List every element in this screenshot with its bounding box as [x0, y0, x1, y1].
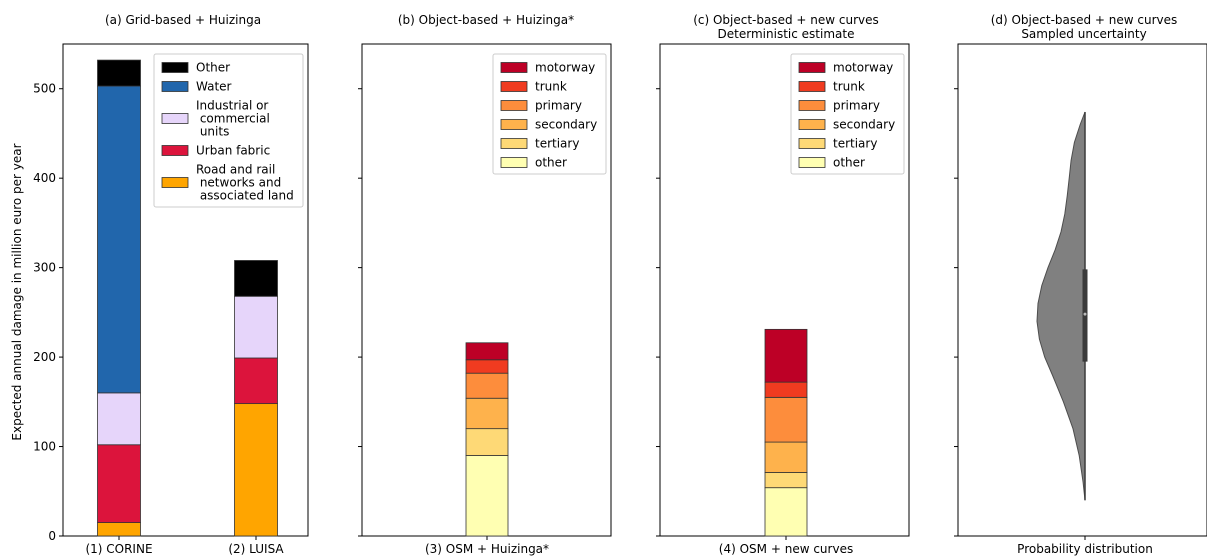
category-label-osm-new-curves: (4) OSM + new curves	[719, 542, 853, 556]
bar-3-osm-huizinga-secondary	[465, 397, 509, 430]
category-label-probability: Probability distribution	[1017, 542, 1153, 556]
legend-swatch-motorway	[798, 62, 826, 73]
bar-3-osm-huizinga-tertiary	[465, 428, 509, 456]
panel-frame-1	[62, 43, 309, 537]
legend-panel-2: motorway trunk primary secondary tertiary oth…	[492, 53, 607, 175]
bar-4-osm-new-curves-trunk	[764, 381, 808, 398]
bar-3-osm-huizinga-motorway	[465, 342, 509, 361]
legend-label-secondary: secondary	[535, 118, 597, 132]
legend-label-other: other	[833, 156, 865, 170]
category-label-osm-huizinga: (3) OSM + Huizinga*	[425, 542, 549, 556]
panel-frame-4	[957, 43, 1207, 537]
bar-3-osm-huizinga-primary	[465, 372, 509, 399]
legend-label-motorway: motorway	[535, 61, 595, 75]
legend-swatch-other	[500, 157, 528, 168]
category-label-corine: (1) CORINE	[85, 542, 152, 556]
legend-swatch-motorway	[500, 62, 528, 73]
legend-swatch-water	[161, 81, 189, 92]
legend-label-urban-fabric: Urban fabric	[196, 144, 270, 158]
legend-box	[153, 53, 304, 208]
legend-swatch-primary	[500, 100, 528, 111]
bar-2-luisa-urban-fabric	[234, 357, 278, 405]
legend-label-primary: primary	[833, 99, 880, 113]
category-label-luisa: (2) LUISA	[228, 542, 284, 556]
legend-swatch-other	[798, 157, 826, 168]
panel-a-title: (a) Grid-based + Huizinga	[105, 13, 261, 27]
panel-d-subtitle: Sampled uncertainty	[1021, 27, 1146, 41]
bar-2-luisa-road-and-rail-networks-and-associated-land	[234, 403, 278, 537]
bar-4-osm-new-curves-tertiary	[764, 472, 808, 489]
legend-label-trunk: trunk	[833, 80, 865, 94]
legend-swatch-other	[161, 62, 189, 73]
legend-swatch-industrial-or-commercial-units	[161, 113, 189, 124]
y-tick-label-300: 300	[33, 261, 56, 275]
legend-label-other: Other	[196, 61, 230, 75]
bar-1-corine-other	[97, 59, 141, 87]
bar-4-osm-new-curves-secondary	[764, 441, 808, 473]
legend-swatch-primary	[798, 100, 826, 111]
violin-median-marker	[1083, 312, 1087, 316]
panel-c-subtitle: Deterministic estimate	[718, 27, 855, 41]
legend-label-tertiary: tertiary	[833, 137, 877, 151]
legend-swatch-tertiary	[798, 138, 826, 149]
legend-label-secondary: secondary	[833, 118, 895, 132]
violin-body	[1036, 111, 1086, 501]
bar-1-corine-road-and-rail-networks-and-associated-land	[97, 522, 141, 537]
legend-swatch-tertiary	[500, 138, 528, 149]
legend-label-trunk: trunk	[535, 80, 567, 94]
panel-b-title: (b) Object-based + Huizinga*	[398, 13, 574, 27]
legend-label-motorway: motorway	[833, 61, 893, 75]
legend-label-road-and-rail-networks-and-associated-land: Road and rail networks and associated la…	[196, 163, 294, 203]
y-axis-label: Expected annual damage in million euro p…	[10, 143, 24, 440]
bar-3-osm-huizinga-other	[465, 455, 509, 537]
legend-swatch-trunk	[500, 81, 528, 92]
bar-3-osm-huizinga-trunk	[465, 359, 509, 374]
y-tick-label-0: 0	[48, 529, 56, 543]
bar-4-osm-new-curves-primary	[764, 396, 808, 443]
bar-4-osm-new-curves-motorway	[764, 328, 808, 383]
bar-4-osm-new-curves-other	[764, 487, 808, 537]
legend-label-tertiary: tertiary	[535, 137, 579, 151]
legend-swatch-trunk	[798, 81, 826, 92]
y-tick-label-200: 200	[33, 350, 56, 364]
legend-label-water: Water	[196, 80, 232, 94]
bar-1-corine-water	[97, 85, 141, 394]
bar-2-luisa-other	[234, 260, 278, 297]
y-tick-label-100: 100	[33, 440, 56, 454]
legend-label-other: other	[535, 156, 567, 170]
legend-swatch-road-and-rail-networks-and-associated-land	[161, 177, 189, 188]
panel-c-title: (c) Object-based + new curves	[693, 13, 879, 27]
panel-d-title: (d) Object-based + new curves	[991, 13, 1178, 27]
legend-panel-1: Other Water Industrial or commercial units…	[153, 53, 304, 208]
bar-2-luisa-industrial-or-commercial-units	[234, 295, 278, 359]
legend-swatch-secondary	[500, 119, 528, 130]
legend-panel-3: motorway trunk primary secondary tertiary oth…	[790, 53, 905, 175]
legend-label-industrial-or-commercial-units: Industrial or commercial units	[196, 99, 270, 139]
y-tick-label-400: 400	[33, 171, 56, 185]
y-tick-label-500: 500	[33, 82, 56, 96]
bar-1-corine-industrial-or-commercial-units	[97, 392, 141, 446]
legend-swatch-urban-fabric	[161, 145, 189, 156]
legend-label-primary: primary	[535, 99, 582, 113]
bar-1-corine-urban-fabric	[97, 444, 141, 523]
legend-swatch-secondary	[798, 119, 826, 130]
